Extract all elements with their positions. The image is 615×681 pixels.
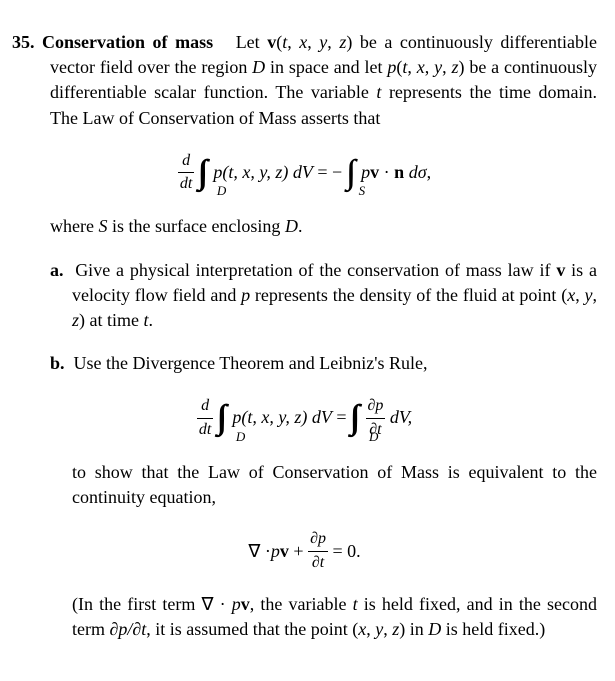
problem-title: Conservation of mass [42,32,213,52]
problem-statement: 35. Conservation of mass Let v(t, x, y, … [12,30,597,131]
where-clause: where S is the surface enclosing D. [12,214,597,239]
part-b-label: b. [50,353,65,373]
equation-2: ddt ∫∫∫D p(t, x, y, z) dV = ∫∫∫D ∂p∂t dV… [12,394,597,442]
equation-1: ddt ∫∫∫D p(t, x, y, z) dV = − ∫∫S pv · n… [12,149,597,197]
part-b-cont: to show that the Law of Conservation of … [12,460,597,510]
part-a-label: a. [50,260,64,280]
part-b: b. Use the Divergence Theorem and Leibni… [12,351,597,376]
problem-number: 35. [12,32,35,52]
note: (In the first term ∇ · pv, the variable … [12,592,597,642]
part-a: a. Give a physical interpretation of the… [12,258,597,334]
equation-3: ∇ · pv + ∂p∂t = 0. [12,528,597,574]
